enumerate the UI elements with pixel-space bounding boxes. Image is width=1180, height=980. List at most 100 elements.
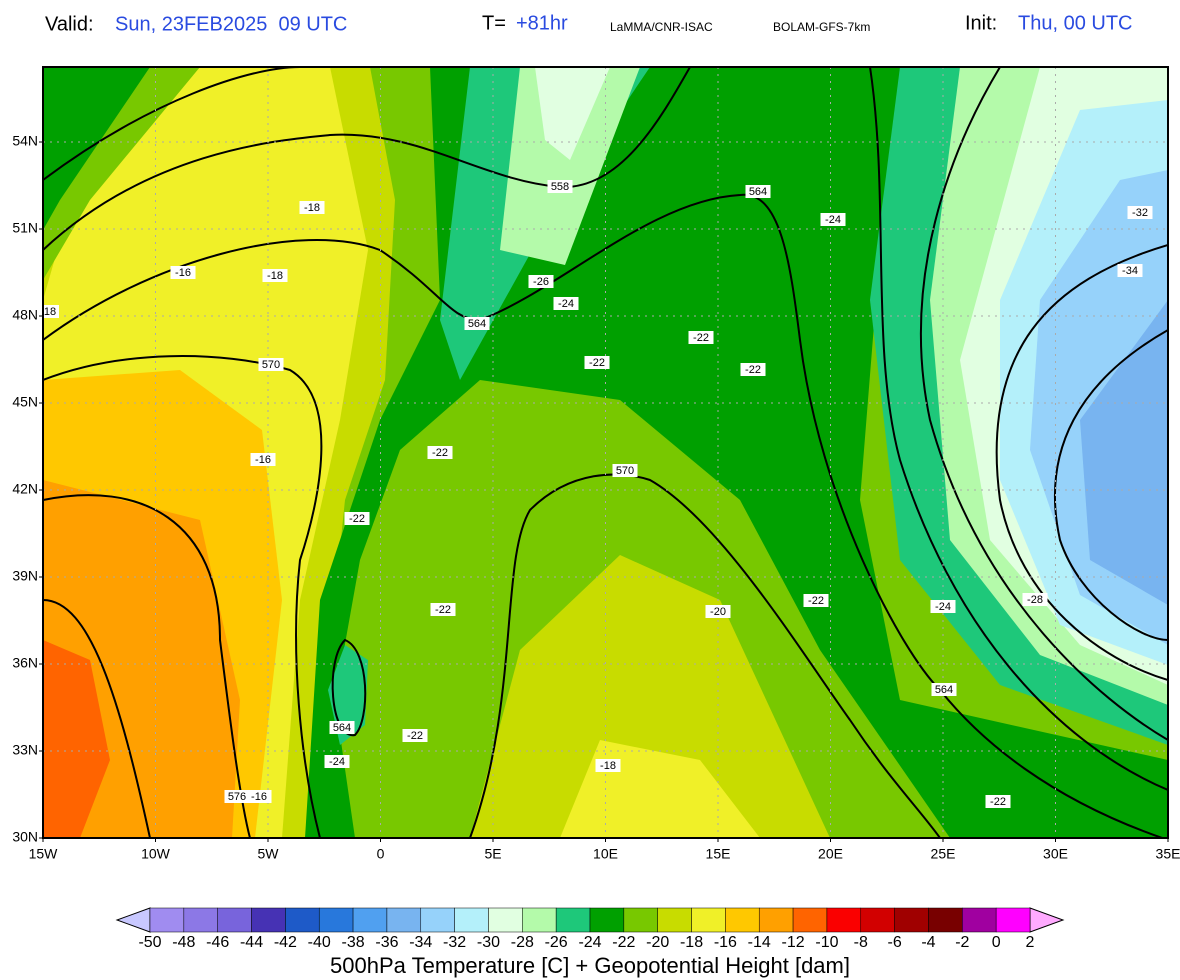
- field: [535, 67, 610, 160]
- colorbar-label: -4: [921, 934, 935, 951]
- lon-label: 10E: [593, 846, 618, 862]
- contour: [869, 67, 1168, 791]
- colorbar-box: [522, 907, 557, 933]
- contour-label-box: [430, 603, 456, 616]
- colorbar-label: -30: [477, 934, 500, 951]
- contour-label: 576: [228, 791, 246, 803]
- colorbar-box: [589, 907, 625, 933]
- graticule: [43, 67, 1168, 838]
- colorbar: -50 -48 -46 -44 -42 -40 -38 -36 -34 -32 -30 -28 -26-…: [115, 907, 1065, 951]
- map-title: 500hPa Temperature [C] + Geopotential He…: [330, 953, 850, 978]
- contour: [43, 494, 251, 838]
- colorbar-box: [318, 907, 354, 933]
- contour-label: -22: [589, 357, 605, 369]
- contour-label: -16: [255, 454, 271, 466]
- contour-label-box: [820, 213, 846, 226]
- contour-label: -20: [710, 606, 726, 618]
- colorbar-label: -24: [578, 934, 601, 951]
- contour-label-box: [262, 269, 288, 282]
- field: [43, 640, 110, 838]
- contour-label-box: [745, 185, 771, 198]
- colorbar-label: -28: [511, 934, 534, 951]
- contour-label: -26: [533, 276, 549, 288]
- contour-label-box: [464, 317, 490, 330]
- contour-label: 564: [333, 722, 351, 734]
- colorbar-label: 2: [1026, 934, 1035, 951]
- contour-label: -22: [693, 332, 709, 344]
- contour-label-box: [324, 755, 350, 768]
- contour-label: 570: [616, 465, 634, 477]
- init-time: Thu, 00 UTC: [1018, 12, 1132, 34]
- model: BOLAM-GFS-7km: [773, 20, 870, 34]
- field: [43, 67, 150, 230]
- contour-label-box: [329, 721, 355, 734]
- lon-label: 0: [377, 846, 385, 862]
- colorbar-box: [792, 907, 828, 933]
- colorbar-label: -38: [342, 934, 365, 951]
- contour-label: -22: [990, 796, 1006, 808]
- contour-label: -34: [1122, 265, 1138, 277]
- lat-label: 42N: [12, 481, 38, 497]
- colorbar-box: [623, 907, 658, 933]
- lat-label: 45N: [12, 394, 38, 410]
- colorbar-box: [454, 907, 489, 933]
- colorbar-label: -50: [138, 934, 161, 951]
- contour-labels: -18 -16 -18 18 570 -16 -22 -22 -22 564 -24 -22 576 -1…: [43, 180, 1153, 808]
- contour-label-box: [250, 453, 276, 466]
- colorbar-over: [1029, 907, 1065, 933]
- colorbar-label: -40: [308, 934, 331, 951]
- contour-label: -24: [935, 601, 951, 613]
- contour-label-box: [246, 790, 272, 803]
- field: [1080, 300, 1168, 605]
- contour-label: -22: [435, 604, 451, 616]
- contour-label-box: [547, 180, 573, 193]
- colorbar-box: [894, 907, 929, 933]
- colorbar-label: -44: [240, 934, 263, 951]
- forecast-label: T=: [482, 12, 506, 34]
- contour: [331, 638, 367, 737]
- lat-label: 48N: [12, 307, 38, 323]
- valid-label: Valid:: [45, 13, 94, 35]
- colorbar-label: -36: [375, 934, 398, 951]
- contour-label-box: [1022, 593, 1048, 606]
- lon-label: 30E: [1043, 846, 1068, 862]
- colorbar-label: -16: [714, 934, 737, 951]
- contour-label: 564: [935, 684, 953, 696]
- institution: LaMMA/CNR-ISAC: [610, 20, 713, 34]
- contour-label: -32: [1132, 207, 1148, 219]
- contour-label-box: [224, 790, 250, 803]
- contour-label: -22: [745, 364, 761, 376]
- contour-label-box: [258, 358, 284, 371]
- colorbar-box: [488, 907, 523, 933]
- contour-label-box: [931, 683, 957, 696]
- contour-label: -16: [251, 791, 267, 803]
- colorbar-box: [555, 907, 591, 933]
- forecast-hour: +81hr: [516, 12, 568, 34]
- contour: [919, 67, 1168, 741]
- contour-label: 558: [551, 181, 569, 193]
- contour-label-box: [402, 729, 428, 742]
- valid-time: Sun, 23FEB2025 09 UTC: [115, 13, 347, 35]
- field: [470, 555, 830, 838]
- colorbar-box: [928, 907, 963, 933]
- lon-label: 20E: [818, 846, 843, 862]
- contour-label-box: [595, 759, 621, 772]
- lon-label: 15W: [29, 846, 59, 862]
- colorbar-box: [149, 907, 185, 933]
- colorbar-under: [115, 907, 151, 933]
- contour-label: -28: [1027, 594, 1043, 606]
- contour-label: 564: [749, 186, 767, 198]
- contour-label: -22: [407, 730, 423, 742]
- contour-label-box: [930, 600, 956, 613]
- contour: [43, 67, 301, 181]
- contour-label-box: [1117, 264, 1143, 277]
- colorbar-label: -2: [955, 934, 969, 951]
- colorbar-box: [758, 907, 794, 933]
- contour-label-box: [553, 297, 579, 310]
- contour-label: 564: [468, 318, 486, 330]
- contour-label-box: [688, 331, 714, 344]
- colorbar-box: [285, 907, 320, 933]
- lat-label: 36N: [12, 655, 38, 671]
